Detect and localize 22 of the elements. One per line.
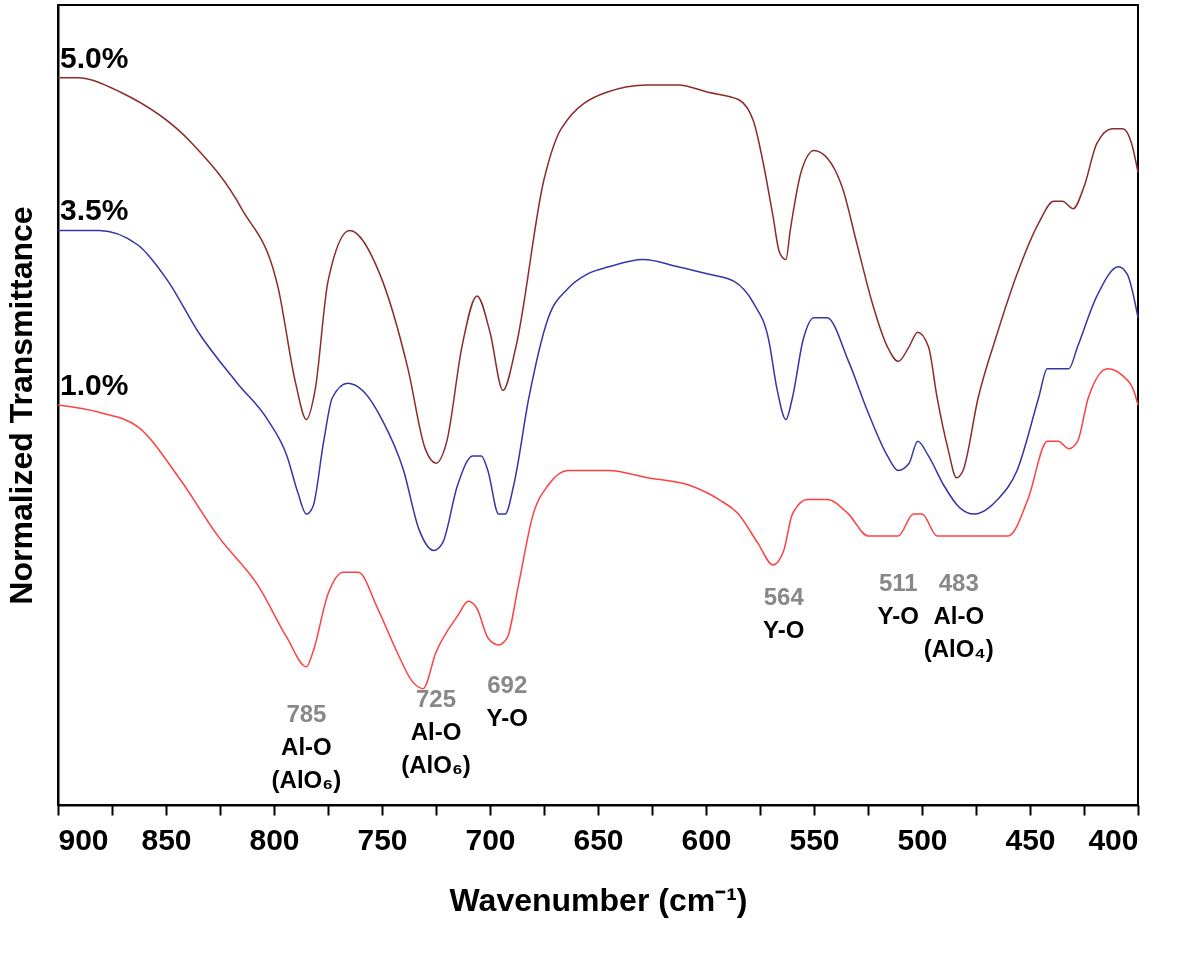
series-label: 5.0% — [60, 40, 129, 74]
x-tick-label: 700 — [465, 822, 516, 856]
series-label: 3.5% — [60, 193, 129, 227]
x-tick-label: 450 — [1005, 822, 1056, 856]
annotation: 483 Al-O (AlO₄) — [923, 568, 994, 662]
annotation: 692 Y-O — [486, 670, 528, 731]
x-axis-title: Wavenumber (cm⁻¹) — [449, 881, 748, 918]
x-tick-label: 500 — [897, 822, 948, 856]
annotation: 511 Y-O — [877, 568, 919, 629]
x-tick-label: 650 — [573, 822, 624, 856]
annotation: 725 Al-O (AlO₆) — [401, 685, 471, 779]
annotation: 564 Y-O — [763, 583, 805, 644]
x-tick-label: 800 — [249, 822, 300, 856]
x-tick-label: 750 — [357, 822, 408, 856]
series-label: 1.0% — [60, 368, 129, 401]
annotation: 785 Al-O (AlO₆) — [271, 699, 342, 793]
x-tick-label: 600 — [681, 822, 732, 856]
x-tick-label: 850 — [141, 822, 192, 856]
x-tick-label: 400 — [1088, 822, 1139, 856]
x-tick-label: 900 — [58, 822, 109, 856]
y-axis-title: Normalized Transmittance — [2, 206, 39, 605]
x-tick-label: 550 — [789, 822, 840, 856]
